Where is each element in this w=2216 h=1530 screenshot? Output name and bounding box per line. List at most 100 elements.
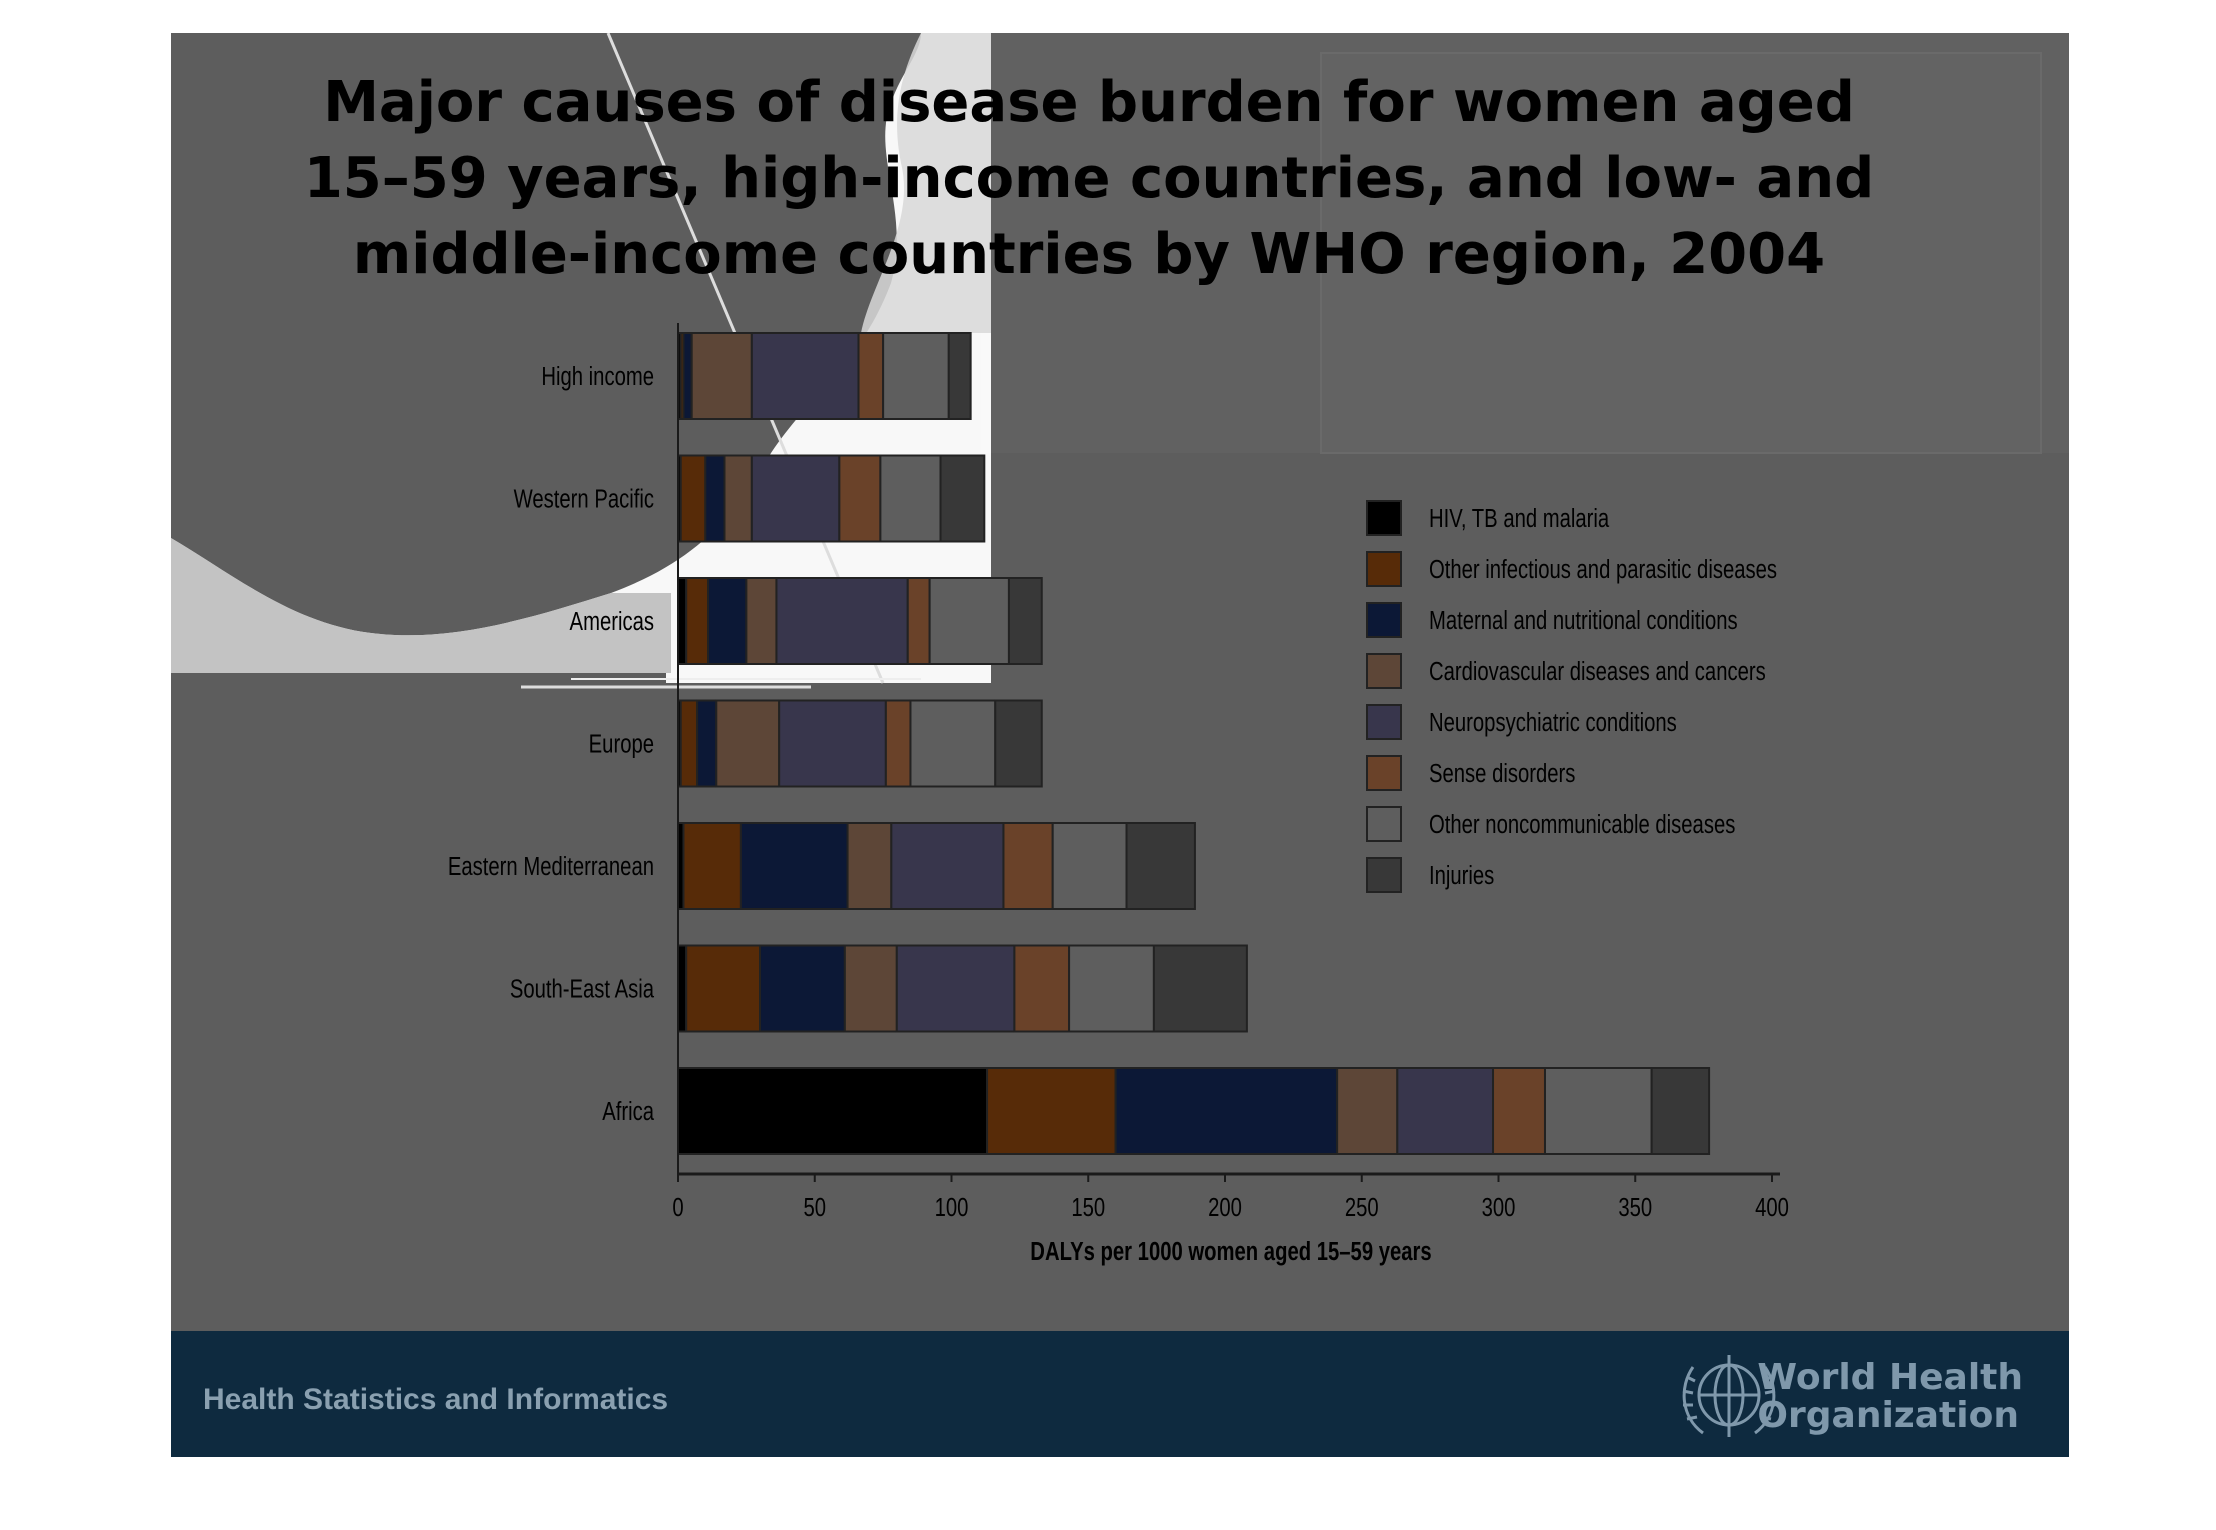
x-tick-label-300: 300 [1482, 1193, 1516, 1222]
who-logo-text: World Health Organization [1757, 1359, 2023, 1435]
x-axis: 0 50 100 150 200 250 300 350 400 DALYs per 1000 w… [672, 323, 1789, 1266]
bar-americas-hiv-tb-and-malaria [677, 577, 688, 665]
who-logo-line-1: World Health [1757, 1357, 2023, 1398]
legend-label-other-noncommunicable-diseases: Other noncommunicable diseases [1429, 810, 1735, 839]
legend-swatch-cardiovascular-diseases-and-cancers [1366, 653, 1402, 689]
bar-high-income-neuropsychiatric-conditions [750, 332, 860, 420]
x-axis-title: DALYs per 1000 women aged 15–59 years [1030, 1237, 1431, 1266]
x-tick-label-100: 100 [935, 1193, 969, 1222]
bar-south-east-asia-other-noncommunicable-diseases [1068, 944, 1155, 1033]
legend-label-injuries: Injuries [1429, 861, 1494, 890]
bar-western-pacific-cardiovascular-diseases-and-cancers [723, 454, 753, 543]
legend-swatch-sense-disorders [1366, 755, 1402, 791]
bar-western-pacific-other-infectious-and-parasitic-diseases [679, 454, 707, 543]
bar-europe-maternal-and-nutritional-conditions [696, 699, 718, 788]
category-label-americas: Americas [570, 607, 654, 636]
footer-department-text: Health Statistics and Informatics [203, 1383, 669, 1416]
bar-eastern-mediterranean-other-noncommunicable-diseases [1051, 822, 1128, 910]
bar-americas-maternal-and-nutritional-conditions [707, 577, 748, 665]
bar-africa-sense-disorders [1492, 1067, 1546, 1155]
bar-high-income-sense-disorders [857, 332, 885, 420]
bar-south-east-asia-other-infectious-and-parasitic-diseases [685, 944, 762, 1033]
legend-label-sense-disorders: Sense disorders [1429, 759, 1575, 788]
bar-europe-cardiovascular-diseases-and-cancers [715, 699, 781, 788]
bar-high-income-maternal-and-nutritional-conditions [682, 332, 693, 420]
bar-europe-neuropsychiatric-conditions [778, 699, 887, 788]
category-label-africa: Africa [602, 1097, 654, 1126]
category-label-europe: Europe [589, 729, 654, 758]
category-label-high-income: High income [541, 362, 654, 391]
bar-africa-maternal-and-nutritional-conditions [1114, 1067, 1339, 1155]
bar-eastern-mediterranean-other-infectious-and-parasitic-diseases [682, 822, 742, 910]
footer-bar: Health Statistics and Informatics World … [171, 1331, 2069, 1457]
bar-high-income-injuries [947, 332, 972, 420]
bar-high-income-other-noncommunicable-diseases [882, 332, 950, 420]
stacked-bar-chart: 0 50 100 150 200 250 300 350 400 DALYs per 1000 w… [448, 323, 1789, 1266]
legend: HIV, TB and malaria Other infectious and … [1366, 500, 1777, 893]
title-line-3: middle-income countries by WHO region, 2… [352, 222, 1826, 287]
bar-south-east-asia-maternal-and-nutritional-conditions [759, 944, 846, 1033]
legend-swatch-injuries [1366, 857, 1402, 893]
legend-label-maternal-and-nutritional-conditions: Maternal and nutritional conditions [1429, 606, 1738, 635]
title-line-2: 15–59 years, high-income countries, and … [303, 146, 1875, 211]
bar-americas-injuries [1007, 577, 1043, 665]
legend-label-neuropsychiatric-conditions: Neuropsychiatric conditions [1429, 708, 1677, 737]
bar-eastern-mediterranean-maternal-and-nutritional-conditions [739, 822, 849, 910]
bar-high-income-cardiovascular-diseases-and-cancers [690, 332, 753, 420]
legend-label-cardiovascular-diseases-and-cancers: Cardiovascular diseases and cancers [1429, 657, 1766, 686]
bar-africa-neuropsychiatric-conditions [1396, 1067, 1495, 1155]
bar-americas-neuropsychiatric-conditions [775, 577, 909, 665]
bar-western-pacific-other-noncommunicable-diseases [879, 454, 942, 543]
category-label-western-pacific: Western Pacific [514, 484, 655, 513]
category-labels: High income Western Pacific Americas Europe… [448, 362, 654, 1126]
bar-africa-cardiovascular-diseases-and-cancers [1336, 1067, 1399, 1155]
x-tick-label-350: 350 [1618, 1193, 1652, 1222]
who-emblem-icon [1682, 1355, 1776, 1437]
legend-swatch-neuropsychiatric-conditions [1366, 704, 1402, 740]
bar-western-pacific-maternal-and-nutritional-conditions [704, 454, 726, 543]
x-tick-label-150: 150 [1071, 1193, 1105, 1222]
legend-swatch-hiv-tb-and-malaria [1366, 500, 1402, 536]
x-tick-label-50: 50 [803, 1193, 826, 1222]
legend-swatch-other-infectious-and-parasitic-diseases [1366, 551, 1402, 587]
bar-africa-hiv-tb-and-malaria [677, 1067, 989, 1155]
category-label-south-east-asia: South-East Asia [510, 974, 654, 1003]
legend-label-hiv-tb-and-malaria: HIV, TB and malaria [1429, 504, 1609, 533]
legend-swatch-maternal-and-nutritional-conditions [1366, 602, 1402, 638]
bar-south-east-asia-cardiovascular-diseases-and-cancers [843, 944, 898, 1033]
x-tick-label-400: 400 [1755, 1193, 1789, 1222]
bar-western-pacific-neuropsychiatric-conditions [750, 454, 841, 543]
x-tick-label-0: 0 [672, 1193, 683, 1222]
title-line-1: Major causes of disease burden for women… [323, 70, 1855, 135]
bar-western-pacific-injuries [939, 454, 986, 543]
bar-europe-other-infectious-and-parasitic-diseases [679, 699, 699, 788]
bar-south-east-asia-hiv-tb-and-malaria [677, 944, 688, 1033]
bar-eastern-mediterranean-neuropsychiatric-conditions [890, 822, 1005, 910]
bar-eastern-mediterranean-injuries [1125, 822, 1196, 910]
slide-background-art [171, 33, 2069, 689]
bar-eastern-mediterranean-sense-disorders [1002, 822, 1054, 910]
bar-americas-sense-disorders [906, 577, 931, 665]
bar-south-east-asia-neuropsychiatric-conditions [895, 944, 1016, 1033]
bar-eastern-mediterranean-cardiovascular-diseases-and-cancers [846, 822, 893, 910]
bar-americas-cardiovascular-diseases-and-cancers [745, 577, 778, 665]
legend-label-other-infectious-and-parasitic-diseases: Other infectious and parasitic diseases [1429, 555, 1777, 584]
category-label-eastern-mediterranean: Eastern Mediterranean [448, 852, 654, 881]
bars-layer [677, 332, 1711, 1155]
bar-africa-other-infectious-and-parasitic-diseases [986, 1067, 1117, 1155]
slide: Major causes of disease burden for women… [171, 33, 2069, 1457]
bar-americas-other-infectious-and-parasitic-diseases [685, 577, 710, 665]
x-tick-label-250: 250 [1345, 1193, 1379, 1222]
bar-africa-injuries [1650, 1067, 1711, 1155]
bar-americas-other-noncommunicable-diseases [928, 577, 1010, 665]
bar-south-east-asia-sense-disorders [1013, 944, 1071, 1033]
bar-europe-injuries [994, 699, 1043, 788]
bar-europe-sense-disorders [884, 699, 912, 788]
slide-title: Major causes of disease burden for women… [171, 65, 2007, 293]
bar-south-east-asia-injuries [1152, 944, 1248, 1033]
bar-europe-other-noncommunicable-diseases [909, 699, 997, 788]
bar-western-pacific-sense-disorders [838, 454, 882, 543]
legend-swatch-other-noncommunicable-diseases [1366, 806, 1402, 842]
who-logo-line-2: Organization [1757, 1395, 2019, 1436]
bar-africa-other-noncommunicable-diseases [1543, 1067, 1653, 1155]
